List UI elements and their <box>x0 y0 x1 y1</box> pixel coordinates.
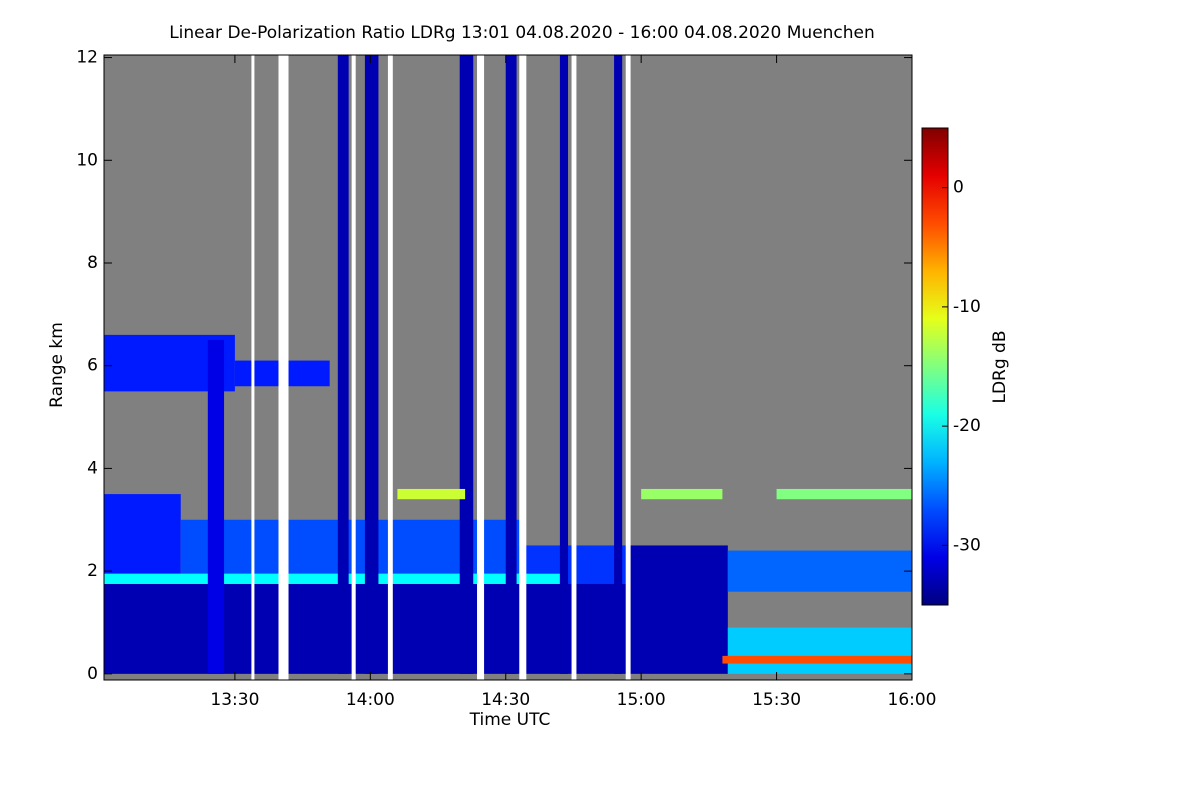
heatmap-region <box>104 494 181 574</box>
x-tick-label: 13:30 <box>210 690 259 710</box>
x-axis-label: Time UTC <box>469 710 551 730</box>
x-tick-label: 16:00 <box>888 690 937 710</box>
x-tick-label: 14:00 <box>346 690 395 710</box>
data-gap <box>519 55 527 680</box>
y-tick-label: 8 <box>87 253 98 273</box>
heatmap-region <box>727 627 912 674</box>
x-tick-label: 15:30 <box>752 690 801 710</box>
chart-title: Linear De-Polarization Ratio LDRg 13:01 … <box>169 23 875 43</box>
heatmap-region <box>722 655 912 664</box>
colorbar <box>921 127 949 606</box>
heatmap-region <box>207 340 225 674</box>
colorbar-label: LDRg dB <box>990 330 1010 403</box>
y-axis-label: Range km <box>47 322 67 408</box>
x-tick-label: 15:00 <box>617 690 666 710</box>
data-gap <box>387 55 393 680</box>
heatmap-region <box>505 55 517 674</box>
heatmap-region <box>641 488 723 500</box>
heatmap-region <box>459 55 474 674</box>
heatmap-region <box>727 550 912 592</box>
colorbar-tick-label: -20 <box>953 416 981 436</box>
heatmap-region <box>397 488 466 500</box>
heatmap-region <box>630 545 728 674</box>
y-tick-label: 6 <box>87 356 98 376</box>
y-tick-label: 12 <box>76 48 98 68</box>
y-tick-label: 2 <box>87 561 98 581</box>
x-tick-label: 14:30 <box>481 690 530 710</box>
y-tick-label: 4 <box>87 458 98 478</box>
data-gap <box>477 55 485 680</box>
heatmap-region <box>364 55 379 674</box>
colorbar-tick-label: -10 <box>953 297 981 317</box>
data-gap <box>278 55 289 680</box>
heatmap-region <box>776 488 912 500</box>
colorbar-tick-label: -30 <box>953 535 981 555</box>
y-tick-label: 10 <box>76 150 98 170</box>
plot-frame <box>103 54 913 681</box>
heatmap-region <box>337 55 349 674</box>
colorbar-tick-label: 0 <box>953 178 964 198</box>
heatmap-region <box>104 573 560 584</box>
data-gap <box>251 55 255 680</box>
data-gap <box>571 55 577 680</box>
y-tick-label: 0 <box>87 664 98 684</box>
heatmap-region <box>614 55 623 674</box>
heatmap-region <box>559 55 569 674</box>
data-gap <box>625 55 631 680</box>
data-gap <box>351 55 356 680</box>
